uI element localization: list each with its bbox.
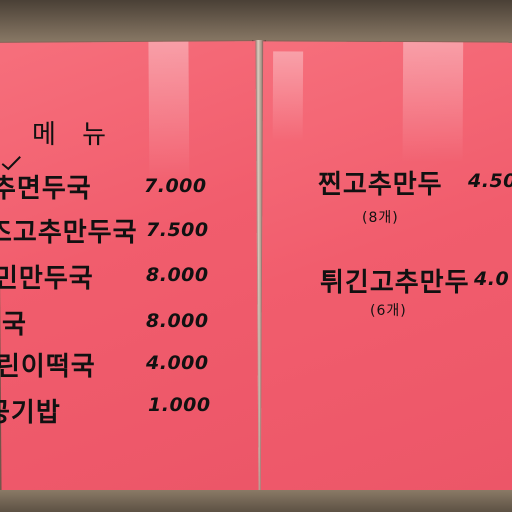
menu-item-name: 찐고추만두 xyxy=(318,170,443,200)
menu-item-price: 7.000 xyxy=(144,175,207,197)
menu-item-price: 4.000 xyxy=(146,352,209,374)
menu-item-name: 추면두국 xyxy=(0,174,92,204)
glare xyxy=(402,42,464,163)
menu-item-name: 린이떡국 xyxy=(0,352,96,382)
menu-item-price: 4.50 xyxy=(468,170,512,192)
menu-item-price: 8.000 xyxy=(146,264,209,286)
menu-item-price: 1.000 xyxy=(148,394,211,416)
glare xyxy=(148,41,190,182)
left-menu-sheet xyxy=(0,41,259,495)
menu-item-price: 4.0 xyxy=(474,268,510,290)
menu-item-price: 8.000 xyxy=(146,310,209,332)
menu-item-note: (8개) xyxy=(362,210,399,226)
wall-top xyxy=(0,0,512,46)
menu-item-name: 즈고추만두국 xyxy=(0,218,138,248)
menu-item-name: 공기밥 xyxy=(0,398,61,428)
check-mark-icon xyxy=(1,156,21,171)
menu-heading: 메 뉴 xyxy=(32,120,116,150)
menu-item-note: (6개) xyxy=(370,303,407,319)
menu-item-name: 민만두국 xyxy=(0,264,94,294)
wall-bottom xyxy=(0,490,512,512)
menu-item-name: 튀긴고추만두 xyxy=(320,268,470,298)
glare xyxy=(272,51,304,142)
menu-item-name: 국 xyxy=(2,310,27,340)
menu-item-price: 7.500 xyxy=(146,219,209,241)
